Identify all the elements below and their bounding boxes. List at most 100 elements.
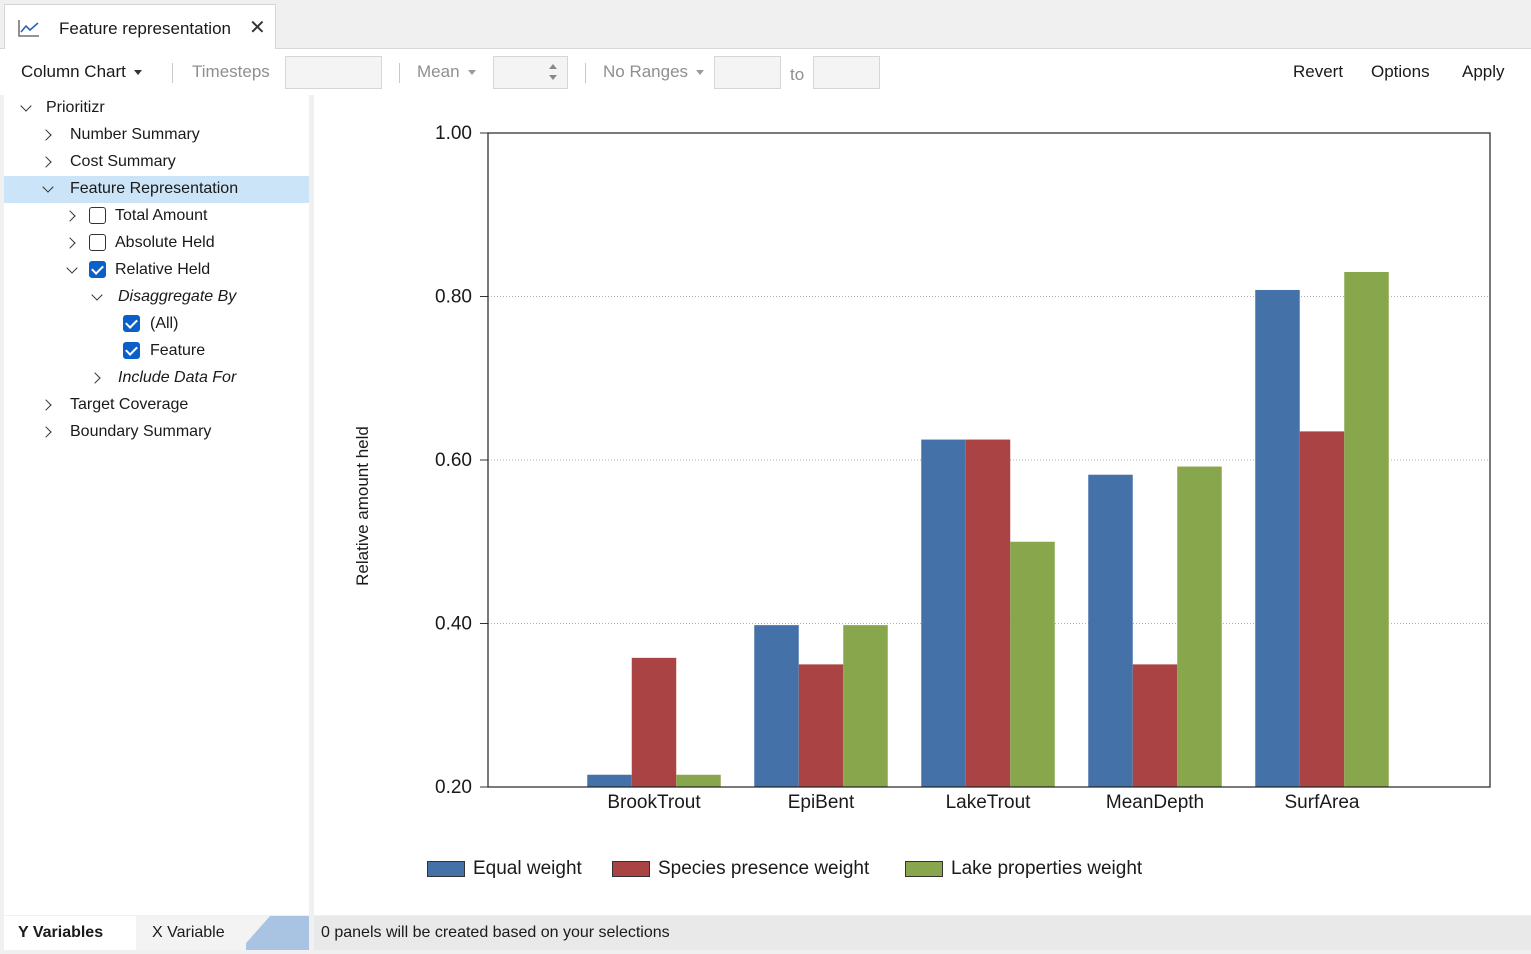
tree-item-label: Disaggregate By: [118, 288, 237, 305]
tab-x-variable[interactable]: X Variable: [136, 916, 246, 950]
close-icon[interactable]: ✕: [249, 17, 266, 39]
legend-label: Species presence weight: [658, 858, 870, 879]
x-tick-label: BrookTrout: [607, 792, 701, 813]
x-tick-label: EpiBent: [788, 792, 855, 813]
total-amount-checkbox[interactable]: [89, 207, 106, 224]
legend-swatch: [427, 861, 465, 877]
bar-SurfArea-2: [1344, 271, 1389, 788]
toolbar: Column Chart Timesteps Mean No Ranges to…: [0, 49, 1531, 95]
chart-type-label: Column Chart: [21, 62, 126, 81]
ranges-label: No Ranges: [603, 62, 689, 81]
bar-MeanDepth-2: [1177, 466, 1222, 787]
legend-item-lake-properties-weight: Lake properties weight: [905, 857, 1142, 881]
line-chart-icon: [17, 18, 41, 43]
tree-item-cost-summary[interactable]: Cost Summary: [4, 149, 304, 175]
options-button[interactable]: Options: [1371, 62, 1430, 81]
tree-item-label: Total Amount: [115, 207, 208, 224]
legend-swatch: [905, 861, 943, 877]
tree-item-label: Target Coverage: [70, 396, 189, 413]
x-tick-label: SurfArea: [1285, 792, 1360, 813]
all-checkbox[interactable]: [123, 315, 140, 332]
bar-MeanDepth-1: [1132, 664, 1178, 787]
tab-y-variables[interactable]: Y Variables: [4, 916, 136, 950]
tree-item-total-amount[interactable]: Total Amount: [4, 203, 304, 229]
tree-item-label: Absolute Held: [115, 234, 215, 251]
tab-label: Y Variables: [18, 924, 104, 941]
tree-item-label: Relative Held: [115, 261, 211, 278]
aggregate-stepper[interactable]: [493, 56, 568, 89]
range-to-input[interactable]: [813, 56, 880, 89]
y-tick-label: 0.40: [435, 614, 472, 635]
x-tick-label: MeanDepth: [1106, 792, 1204, 813]
ranges-dropdown[interactable]: No Ranges: [603, 62, 705, 82]
bar-BrookTrout-2: [676, 774, 721, 787]
tree-item-absolute-held[interactable]: Absolute Held: [4, 230, 304, 256]
tree-item-disaggregate-by[interactable]: Disaggregate By: [4, 284, 304, 310]
toolbar-separator: [399, 63, 400, 83]
y-tick-label: 1.00: [435, 123, 472, 144]
bar-SurfArea-1: [1299, 431, 1345, 787]
toolbar-separator: [172, 63, 173, 83]
chevron-down-icon: [133, 70, 142, 76]
tree-item-feature[interactable]: Feature: [4, 338, 304, 364]
to-label: to: [790, 65, 805, 84]
plot-frame: [487, 132, 1491, 788]
document-tab[interactable]: Feature representation ✕: [4, 4, 276, 49]
range-from-input[interactable]: [714, 56, 781, 89]
y-tick-label: 0.20: [435, 777, 472, 798]
tree-item-prioritizr[interactable]: Prioritizr: [4, 95, 304, 121]
tree-item-label: Feature: [150, 342, 206, 359]
selected-row-highlight: [4, 176, 309, 203]
tree-item-all[interactable]: (All): [4, 311, 304, 337]
aggregate-dropdown[interactable]: Mean: [417, 62, 476, 82]
tree-item-label: Feature Representation: [70, 180, 239, 197]
bar-EpiBent-2: [843, 625, 888, 787]
bar-SurfArea-0: [1255, 289, 1300, 787]
tree-item-label: (All): [150, 315, 179, 332]
y-tick-label: 0.60: [435, 450, 472, 471]
legend-item-equal-weight: Equal weight: [427, 857, 582, 881]
feature-checkbox[interactable]: [123, 342, 140, 359]
revert-button[interactable]: Revert: [1293, 62, 1344, 81]
bar-MeanDepth-0: [1088, 474, 1133, 787]
tree-item-label: Number Summary: [70, 126, 200, 143]
timesteps-input[interactable]: [285, 56, 382, 89]
status-text: 0 panels will be created based on your s…: [321, 924, 670, 941]
tab-label: X Variable: [152, 924, 225, 941]
legend-label: Lake properties weight: [951, 858, 1143, 879]
bar-LakeTrout-2: [1010, 541, 1055, 787]
aggregate-label: Mean: [417, 62, 460, 81]
variable-tree: Prioritizr Number Summary Cost Summary F…: [4, 95, 309, 915]
relative-held-checkbox[interactable]: [89, 261, 106, 278]
tree-item-relative-held[interactable]: Relative Held: [4, 257, 304, 283]
tree-item-label: Cost Summary: [70, 153, 176, 170]
y-tick-label: 0.80: [435, 287, 472, 308]
chevron-down-icon: [467, 70, 476, 76]
tree-item-number-summary[interactable]: Number Summary: [4, 122, 304, 148]
tree-item-label: Boundary Summary: [70, 423, 212, 440]
apply-button[interactable]: Apply: [1462, 62, 1505, 81]
chevron-down-icon: [696, 70, 705, 76]
status-bar: 0 panels will be created based on your s…: [314, 916, 1531, 950]
toolbar-separator: [585, 63, 586, 83]
legend-label: Equal weight: [473, 858, 582, 879]
stepper-arrows-icon[interactable]: [548, 62, 558, 82]
tree-item-include-data-for[interactable]: Include Data For: [4, 365, 304, 391]
bar-EpiBent-1: [798, 664, 844, 787]
legend-item-species-presence-weight: Species presence weight: [612, 857, 869, 881]
bar-BrookTrout-0: [587, 774, 632, 787]
tree-item-label: Include Data For: [118, 369, 237, 386]
timesteps-label: Timesteps: [192, 62, 270, 81]
bar-BrookTrout-1: [631, 657, 677, 787]
x-tick-label: LakeTrout: [946, 792, 1032, 813]
bar-LakeTrout-1: [965, 439, 1011, 787]
tree-item-target-coverage[interactable]: Target Coverage: [4, 392, 304, 418]
chart-type-dropdown[interactable]: Column Chart: [21, 62, 142, 82]
tree-item-boundary-summary[interactable]: Boundary Summary: [4, 419, 304, 445]
tree-item-feature-representation[interactable]: Feature Representation: [4, 176, 304, 202]
absolute-held-checkbox[interactable]: [89, 234, 106, 251]
tab-title: Feature representation: [59, 19, 231, 38]
bar-EpiBent-0: [754, 625, 799, 787]
tree-item-label: Prioritizr: [46, 99, 105, 116]
